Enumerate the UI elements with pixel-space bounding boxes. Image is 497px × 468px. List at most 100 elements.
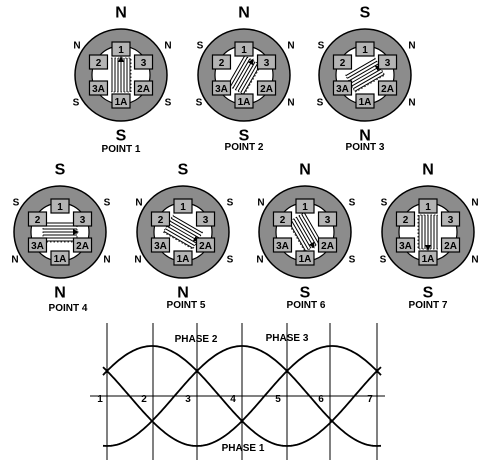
pole-label: 1A — [115, 97, 128, 108]
pole-3: 3 — [133, 54, 154, 70]
field-line — [351, 68, 382, 87]
pole-label: 2 — [219, 58, 225, 69]
pole-shoe — [111, 41, 131, 57]
field-line — [163, 230, 194, 249]
pole-shoe — [111, 93, 131, 109]
pole-shoe — [295, 198, 315, 214]
pole-2: 2 — [27, 211, 48, 227]
polarity-top: S — [360, 5, 371, 22]
point-label: POINT 7 — [409, 300, 448, 311]
pole-shoe — [27, 211, 48, 227]
pole-2a: 2A — [133, 80, 154, 96]
pole-1: 1 — [50, 198, 70, 214]
polarity-ll: S — [196, 98, 203, 109]
pole-3a: 3A — [395, 237, 416, 253]
pole-shoe — [395, 211, 416, 227]
pole-label: 3A — [399, 241, 412, 252]
pole-label: 3A — [31, 241, 44, 252]
pole-shoe — [50, 198, 70, 214]
polarity-bottom: N — [359, 128, 371, 145]
pole-2a: 2A — [440, 237, 461, 253]
pole-label: 2A — [260, 84, 273, 95]
pole-label: 1 — [241, 45, 247, 56]
pole-shoe — [317, 211, 338, 227]
field-outline — [42, 222, 78, 243]
pole-2: 2 — [211, 54, 232, 70]
point-label: POINT 3 — [346, 142, 385, 153]
field-lines — [287, 211, 323, 253]
polarity-ll: N — [11, 255, 18, 266]
pole-2a: 2A — [377, 80, 398, 96]
phase-3-label: PHASE 3 — [266, 333, 309, 344]
polarity-top: S — [178, 162, 189, 179]
pole-label: 1A — [177, 254, 190, 265]
pole-shoe — [377, 54, 398, 70]
pole-1: 1 — [234, 41, 254, 57]
field-arrow — [247, 58, 254, 66]
pole-3a: 3A — [27, 237, 48, 253]
pole-label: 2A — [321, 241, 334, 252]
field-line — [296, 217, 314, 247]
motor-point7: 1 2 3 3A 2A 1A N S S N S N POINT 7 — [380, 162, 479, 311]
pole-shoe — [195, 237, 216, 253]
polarity-lr: N — [287, 98, 294, 109]
pole-shoe — [332, 80, 353, 96]
field-line — [172, 215, 203, 234]
pole-1a: 1A — [50, 250, 70, 266]
polarity-bottom: N — [177, 285, 189, 302]
pole-2: 2 — [395, 211, 416, 227]
field-line — [232, 58, 251, 89]
grid-lines — [90, 323, 385, 460]
pole-shoe — [355, 93, 375, 109]
pole-1a: 1A — [418, 250, 438, 266]
point-label: POINT 2 — [225, 142, 264, 153]
field-lines — [226, 54, 262, 96]
pole-label: 2A — [137, 84, 150, 95]
pole-shoe — [395, 237, 416, 253]
pole-label: 1 — [180, 202, 186, 213]
polarity-ur: N — [471, 198, 478, 209]
pole-label: 2A — [444, 241, 457, 252]
field-outline — [417, 214, 438, 250]
field-arrow — [118, 56, 124, 62]
polarity-lr: S — [349, 255, 356, 266]
polarity-ul: S — [13, 198, 20, 209]
pole-shoe — [173, 250, 193, 266]
pole-shoe — [355, 41, 375, 57]
pole-label: 1 — [302, 202, 308, 213]
pole-label: 3A — [92, 84, 105, 95]
field-line — [227, 55, 246, 86]
pole-1a: 1A — [355, 93, 375, 109]
pole-1: 1 — [355, 41, 375, 57]
pole-label: 3A — [154, 241, 167, 252]
pole-3a: 3A — [88, 80, 109, 96]
pole-label: 2 — [35, 215, 41, 226]
polarity-lr: S — [165, 98, 172, 109]
field-line — [288, 221, 307, 252]
polarity-top: N — [238, 5, 250, 22]
polarity-ll: N — [134, 255, 141, 266]
pole-shoe — [27, 237, 48, 253]
pole-shoe — [133, 80, 154, 96]
polarity-lr: N — [408, 98, 415, 109]
pole-label: 2 — [403, 215, 409, 226]
pole-1: 1 — [295, 198, 315, 214]
pole-shoe — [173, 198, 193, 214]
field-lines — [42, 222, 79, 243]
pole-label: 1A — [238, 97, 251, 108]
pole-2a: 2A — [317, 237, 338, 253]
pole-shoe — [418, 198, 438, 214]
pole-label: 1A — [422, 254, 435, 265]
polarity-lr: N — [103, 255, 110, 266]
pole-2: 2 — [150, 211, 171, 227]
pole-3a: 3A — [150, 237, 171, 253]
pole-3a: 3A — [272, 237, 293, 253]
pole-1a: 1A — [234, 93, 254, 109]
polarity-ll: S — [317, 98, 324, 109]
pole-2a: 2A — [72, 237, 93, 253]
polarity-ur: S — [227, 198, 234, 209]
pole-3: 3 — [317, 211, 338, 227]
